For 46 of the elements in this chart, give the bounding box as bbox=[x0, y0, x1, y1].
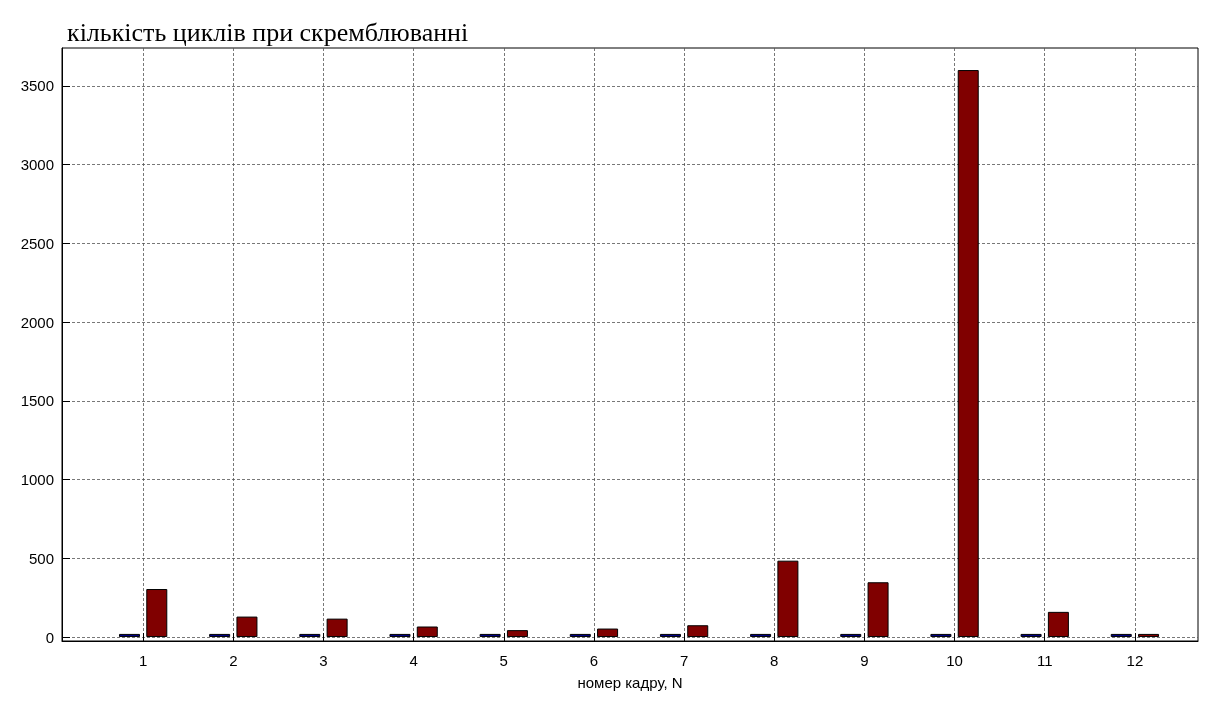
y-tick-label: 1500 bbox=[20, 392, 54, 410]
x-tick-label: 9 bbox=[860, 652, 869, 669]
x-tick-label: 11 bbox=[1036, 652, 1053, 669]
bar bbox=[597, 628, 619, 638]
x-tick-label: 5 bbox=[499, 652, 508, 669]
bar bbox=[750, 633, 772, 638]
bar bbox=[416, 626, 438, 638]
bar bbox=[867, 582, 889, 638]
y-tick-label: 2500 bbox=[20, 234, 54, 252]
bar bbox=[389, 633, 411, 638]
bar bbox=[687, 625, 709, 638]
bar bbox=[479, 633, 501, 638]
x-tick-label: 10 bbox=[946, 652, 963, 669]
x-tick-label: 8 bbox=[770, 652, 779, 669]
bar bbox=[326, 618, 348, 638]
bar bbox=[1020, 633, 1042, 638]
y-tick-label: 1000 bbox=[20, 471, 54, 489]
bar bbox=[840, 633, 862, 638]
x-tick-label: 6 bbox=[589, 652, 599, 669]
x-tick-label: 3 bbox=[319, 652, 328, 669]
x-axis-title: номер кадру, N bbox=[577, 674, 683, 691]
bar bbox=[930, 633, 952, 638]
x-tick-label: 1 bbox=[138, 652, 148, 669]
bar bbox=[118, 633, 140, 638]
x-tick-label: 2 bbox=[229, 652, 238, 669]
y-tick-label: 0 bbox=[45, 628, 54, 646]
chart-title: кількість циклів при скремблюванні bbox=[67, 17, 469, 47]
bar bbox=[209, 633, 231, 638]
bar bbox=[659, 633, 681, 638]
x-tick-label: 12 bbox=[1126, 652, 1144, 669]
y-tick-label: 2000 bbox=[20, 313, 54, 331]
bar bbox=[569, 633, 591, 638]
y-tick-label: 3000 bbox=[20, 156, 54, 174]
bar bbox=[506, 630, 528, 638]
bar bbox=[1138, 633, 1160, 638]
y-tick-label: 3500 bbox=[20, 77, 54, 95]
bar bbox=[957, 70, 979, 638]
bar bbox=[777, 560, 799, 638]
bar bbox=[1047, 611, 1069, 638]
x-tick-label: 7 bbox=[679, 652, 689, 669]
x-tick-label: 4 bbox=[409, 652, 418, 669]
bar bbox=[236, 616, 258, 638]
bar bbox=[1110, 633, 1132, 638]
y-tick-label: 500 bbox=[28, 549, 54, 567]
bar bbox=[299, 633, 321, 638]
bar bbox=[146, 589, 168, 638]
